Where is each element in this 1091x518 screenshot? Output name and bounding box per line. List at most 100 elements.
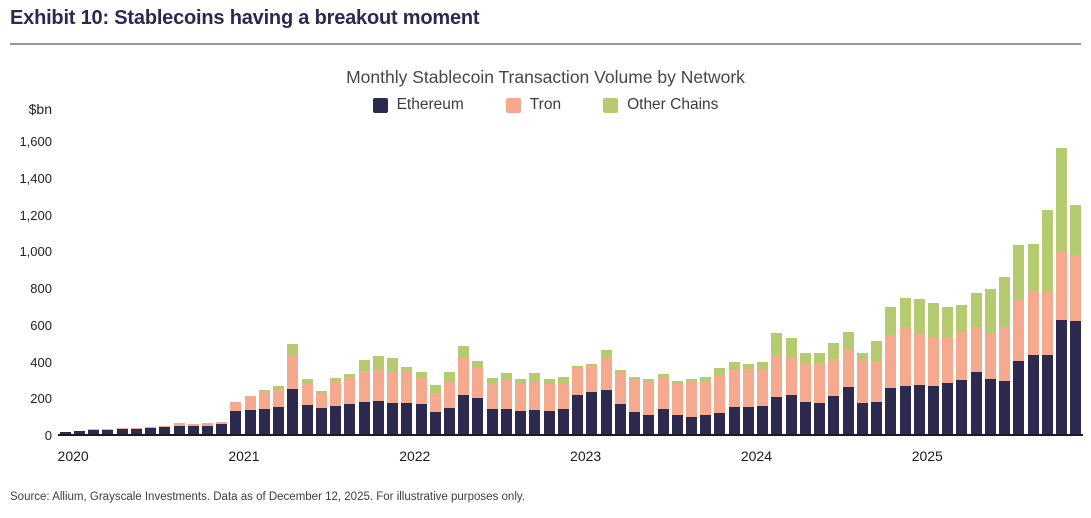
- bar-segment-ethereum: [116, 429, 128, 434]
- bar-jun-2025: [984, 288, 996, 434]
- bar-sep-2023: [686, 379, 697, 434]
- bar-segment-ethereum: [1013, 360, 1025, 434]
- bar-segment-other-chains: [1027, 243, 1039, 291]
- bar-sep-2025: [1027, 243, 1039, 434]
- legend-swatch-tron: [505, 97, 521, 113]
- bar-segment-ethereum: [443, 408, 455, 434]
- bar-segment-tron: [159, 425, 171, 428]
- bar-segment-other-chains: [942, 307, 954, 339]
- bar-mar-2020: [88, 429, 100, 434]
- bar-segment-ethereum: [344, 403, 356, 434]
- y-tick-label-400: 400: [30, 354, 52, 370]
- bar-jan-2023: [572, 366, 584, 434]
- bar-segment-tron: [173, 423, 185, 426]
- x-tick-label-2022: 2022: [399, 448, 431, 464]
- bar-segment-other-chains: [387, 358, 399, 372]
- bar-segment-other-chains: [258, 389, 270, 392]
- bar-segment-ethereum: [59, 431, 71, 434]
- bar-sep-2021: [344, 374, 356, 434]
- bar-segment-other-chains: [287, 343, 299, 356]
- bar-segment-tron: [187, 424, 199, 427]
- bar-segment-ethereum: [130, 429, 142, 434]
- bar-feb-2020: [73, 430, 85, 434]
- bar-segment-ethereum: [187, 426, 199, 434]
- bar-segment-other-chains: [443, 372, 455, 381]
- bar-segment-other-chains: [999, 276, 1011, 328]
- bar-segment-ethereum: [885, 388, 897, 434]
- bar-segment-tron: [885, 334, 897, 389]
- bar-sep-2024: [856, 352, 868, 434]
- bar-segment-tron: [315, 393, 327, 409]
- bar-segment-other-chains: [557, 377, 569, 383]
- bar-segment-other-chains: [1013, 244, 1025, 300]
- y-tick-label-0: 0: [44, 428, 52, 443]
- bar-oct-2024: [871, 340, 883, 434]
- bar-mar-2023: [600, 349, 612, 434]
- bar-segment-ethereum: [543, 411, 555, 434]
- bar-segment-other-chains: [984, 288, 996, 333]
- bar-segment-tron: [529, 380, 541, 411]
- bar-oct-2021: [358, 359, 370, 434]
- bar-aug-2023: [671, 381, 683, 434]
- bar-segment-tron: [543, 384, 555, 412]
- bar-segment-ethereum: [73, 431, 85, 434]
- bar-segment-ethereum: [330, 406, 342, 434]
- bar-segment-other-chains: [657, 373, 669, 377]
- bar-segment-other-chains: [700, 376, 712, 381]
- bar-segment-tron: [88, 429, 100, 430]
- bar-segment-tron: [244, 396, 256, 411]
- bar-segment-ethereum: [586, 391, 598, 434]
- bar-oct-2022: [529, 373, 541, 434]
- bar-oct-2025: [1041, 209, 1053, 434]
- bar-segment-ethereum: [287, 388, 299, 434]
- bar-segment-ethereum: [785, 394, 797, 434]
- bar-segment-other-chains: [842, 332, 854, 350]
- bar-segment-ethereum: [742, 407, 754, 434]
- bar-segment-ethereum: [387, 402, 399, 434]
- legend-swatch-ethereum: [372, 97, 388, 113]
- bar-segment-other-chains: [956, 305, 968, 333]
- bar-segment-ethereum: [486, 409, 498, 434]
- bar-segment-ethereum: [657, 408, 669, 434]
- bar-segment-ethereum: [871, 401, 883, 434]
- bar-nov-2022: [543, 378, 555, 434]
- bar-segment-other-chains: [885, 307, 897, 335]
- x-tick-label-2023: 2023: [570, 448, 602, 464]
- bar-segment-other-chains: [856, 352, 868, 360]
- bar-segment-other-chains: [686, 379, 697, 382]
- bar-segment-other-chains: [315, 391, 327, 394]
- bar-segment-ethereum: [814, 402, 826, 434]
- bar-segment-tron: [714, 375, 726, 413]
- bar-segment-ethereum: [913, 385, 925, 434]
- bar-segment-ethereum: [244, 410, 256, 434]
- bar-segment-tron: [956, 332, 968, 380]
- bar-jul-2025: [999, 276, 1011, 434]
- bar-segment-tron: [999, 327, 1011, 381]
- bar-segment-tron: [301, 382, 313, 405]
- bar-segment-tron: [116, 428, 128, 430]
- bar-dec-2025: [1070, 205, 1082, 434]
- bar-mar-2025: [942, 307, 954, 434]
- bar-segment-tron: [330, 381, 342, 407]
- bar-segment-tron: [557, 382, 569, 410]
- bar-segment-ethereum: [671, 414, 683, 434]
- bar-segment-other-chains: [871, 340, 883, 363]
- bar-segment-tron: [216, 421, 228, 425]
- bar-segment-other-chains: [742, 363, 754, 369]
- bar-segment-tron: [657, 376, 669, 409]
- bar-segment-tron: [1013, 299, 1025, 361]
- bar-segment-tron: [287, 355, 299, 389]
- legend-item-other-chains: Other Chains: [603, 96, 718, 114]
- bar-segment-other-chains: [643, 378, 655, 382]
- bar-segment-tron: [856, 359, 868, 403]
- bar-segment-ethereum: [201, 425, 213, 434]
- bar-segment-ethereum: [301, 404, 313, 434]
- bar-jan-2020: [59, 431, 71, 434]
- bar-mar-2022: [429, 385, 441, 434]
- bar-segment-ethereum: [614, 403, 626, 434]
- bar-segment-tron: [742, 368, 754, 408]
- bar-segment-tron: [970, 327, 982, 372]
- bar-segment-tron: [145, 427, 157, 429]
- legend-label-ethereum: Ethereum: [396, 96, 464, 113]
- bar-segment-other-chains: [828, 342, 840, 359]
